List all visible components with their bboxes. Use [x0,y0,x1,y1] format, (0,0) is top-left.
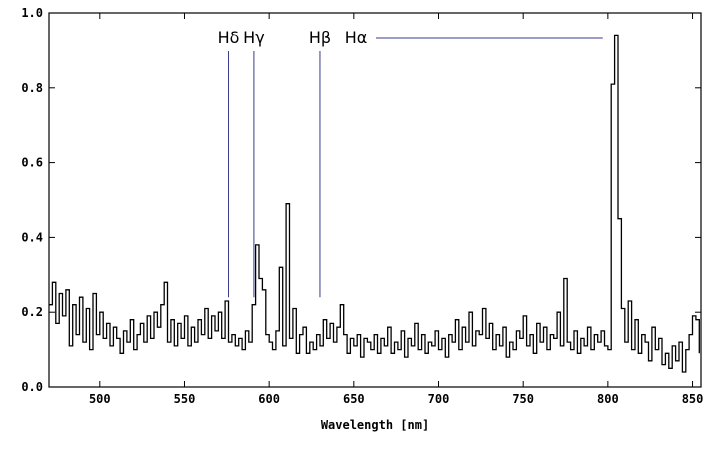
y-tick-label: 0.6 [21,156,43,170]
x-tick-label: 850 [682,392,704,406]
plot-frame [48,12,702,388]
annotations: Hδ Hγ Hβ Hα [218,28,603,298]
spectrum-line-0 [49,34,700,373]
axis-ticks: 500 550 600 650 700 750 800 850 0.0 0.2 0.4 0.6 0.8 1… [21,6,703,406]
annotation-label: Hα [345,28,368,47]
x-tick-label: 800 [597,392,619,406]
y-tick-label: 0.2 [21,305,43,319]
x-tick-label: 600 [258,392,280,406]
annotation-label: Hβ [309,28,331,47]
annotation-label: Hδ [218,28,240,47]
x-tick-label: 650 [343,392,365,406]
x-tick-label: 700 [428,392,450,406]
y-tick-label: 0.0 [21,380,43,394]
annotation-label: Hγ [243,28,265,47]
plot-content [49,34,700,373]
x-tick-label: 500 [89,392,111,406]
x-axis-label: Wavelength [nm] [321,418,429,432]
y-tick-label: 0.4 [21,230,43,244]
x-tick-label: 550 [174,392,196,406]
y-tick-label: 0.8 [21,81,43,95]
y-tick-label: 1.0 [21,6,43,20]
x-tick-label: 750 [512,392,534,406]
